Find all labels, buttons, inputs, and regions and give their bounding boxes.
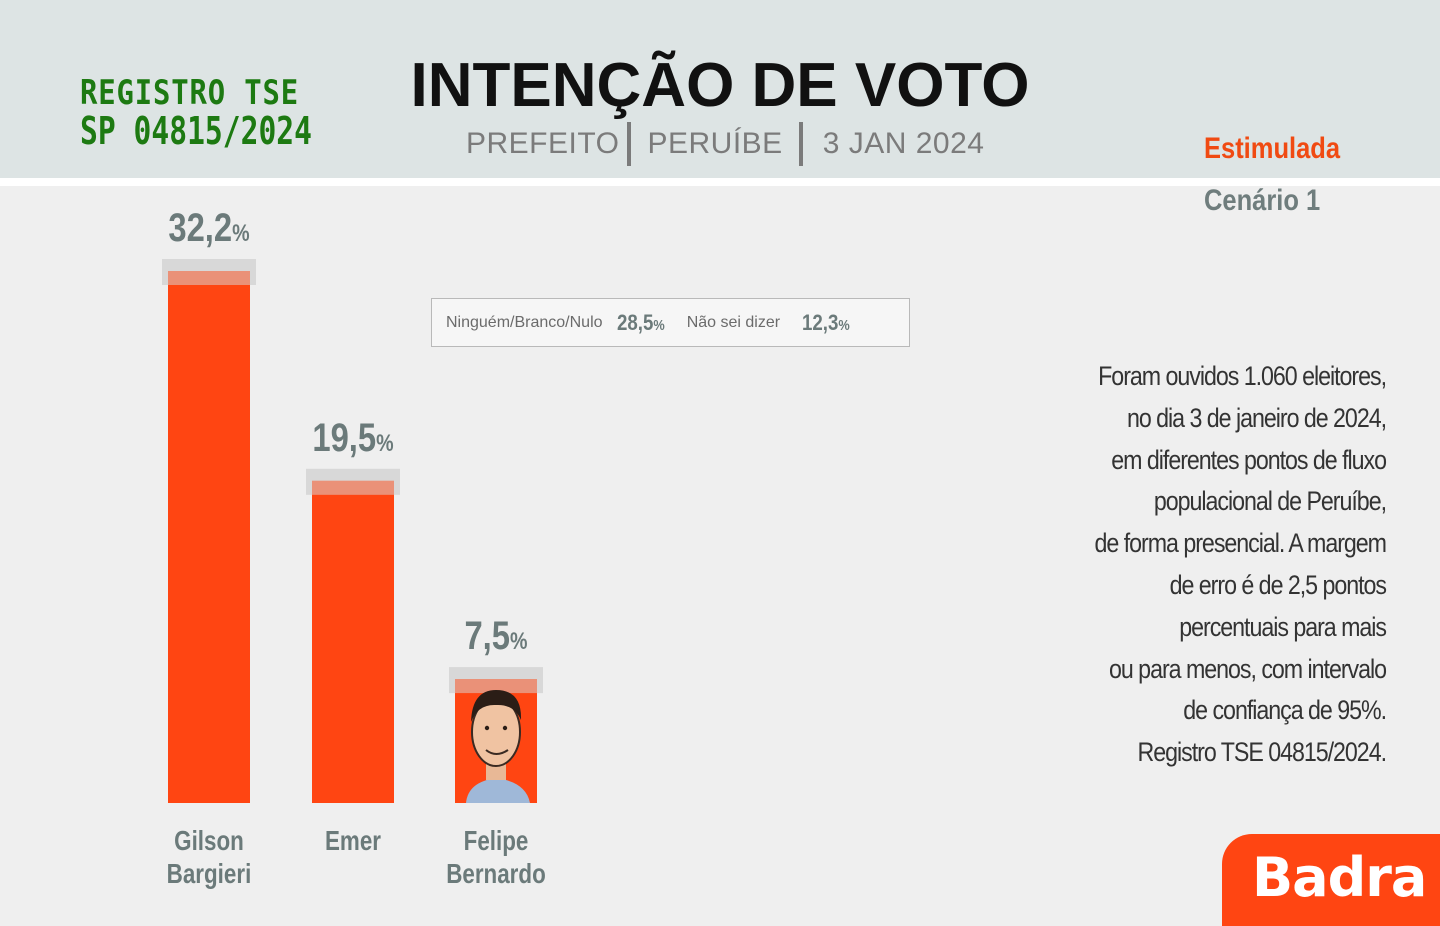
page-title: INTENÇÃO DE VOTO bbox=[410, 51, 1030, 120]
bar-cap-overlap bbox=[312, 480, 394, 495]
data-label-value: 19,5 bbox=[312, 415, 376, 460]
none-value: 28,5% bbox=[617, 310, 665, 336]
data-label-unit: % bbox=[376, 429, 394, 456]
portrait-neck bbox=[486, 762, 506, 780]
note-line: de confiança de 95%. bbox=[1183, 695, 1387, 726]
others-summary-box: Ninguém/Branco/Nulo 28,5% Não sei dizer … bbox=[431, 298, 910, 347]
note-line: em diferentes pontos de fluxo bbox=[1111, 444, 1387, 475]
stamp-line-1: REGISTRO TSE bbox=[80, 73, 299, 113]
data-label-value: 7,5 bbox=[464, 613, 510, 658]
tse-registration-stamp: REGISTRO TSE SP 04815/2024 bbox=[80, 73, 377, 153]
header-divider bbox=[0, 178, 1440, 186]
bar bbox=[168, 271, 250, 803]
data-label-unit: % bbox=[510, 627, 528, 654]
category-label: Bernardo bbox=[446, 859, 546, 890]
category-label: Bargieri bbox=[167, 859, 252, 890]
scenario-name: Cenário 1 bbox=[1204, 184, 1321, 217]
none-label: Ninguém/Branco/Nulo bbox=[446, 313, 603, 331]
none-value-pct: % bbox=[652, 316, 665, 334]
badra-logo-text: Badra bbox=[1252, 846, 1427, 909]
data-label: 19,5% bbox=[312, 415, 393, 460]
stamp-line-2: SP 04815/2024 bbox=[80, 108, 312, 153]
none-value-number: 28,5 bbox=[616, 309, 653, 335]
category-label: Emer bbox=[325, 826, 381, 857]
subtitle-office: PREFEITO bbox=[466, 127, 620, 160]
dontknow-value: 12,3% bbox=[802, 310, 850, 336]
methodology-note: Foram ouvidos 1.060 eleitores, no dia 3 … bbox=[1076, 356, 1388, 774]
category-label: Gilson bbox=[174, 826, 244, 857]
note-line: populacional de Peruíbe, bbox=[1153, 486, 1387, 517]
portrait-smile bbox=[485, 749, 509, 755]
bar bbox=[312, 480, 394, 803]
subtitle-separator bbox=[798, 122, 803, 166]
note-line: no dia 3 de janeiro de 2024, bbox=[1126, 402, 1387, 433]
subtitle-city: PERUÍBE bbox=[647, 127, 783, 160]
dontknow-label: Não sei dizer bbox=[686, 313, 781, 331]
data-label-value: 32,2 bbox=[168, 205, 232, 250]
dontknow-value-number: 12,3 bbox=[802, 309, 839, 335]
subtitle-date: 3 JAN 2024 bbox=[822, 127, 985, 160]
portrait-eye bbox=[502, 725, 508, 731]
portrait-hair bbox=[471, 690, 522, 722]
note-line: de forma presencial. A margem bbox=[1094, 528, 1387, 559]
category-label: Felipe bbox=[464, 826, 529, 857]
bar-cap-overlap bbox=[168, 271, 250, 285]
note-line: percentuais para mais bbox=[1179, 611, 1387, 642]
portrait-shirt bbox=[466, 778, 530, 803]
note-line: Registro TSE 04815/2024. bbox=[1137, 737, 1388, 768]
data-label-unit: % bbox=[232, 219, 250, 246]
data-label: 32,2% bbox=[168, 205, 249, 250]
badra-logo: Badra bbox=[1222, 834, 1440, 926]
candidate-portrait bbox=[466, 690, 530, 803]
dontknow-value-pct: % bbox=[838, 316, 850, 334]
bar-cap-overlap bbox=[455, 679, 537, 694]
note-line: de erro é de 2,5 pontos bbox=[1169, 569, 1387, 600]
subtitle: PREFEITO PERUÍBE 3 JAN 2024 bbox=[466, 120, 984, 168]
note-line: ou para menos, com intervalo bbox=[1108, 653, 1387, 684]
header-band bbox=[0, 0, 1440, 178]
data-label: 7,5% bbox=[464, 613, 527, 658]
portrait-eye bbox=[484, 725, 490, 731]
scenario-type: Estimulada bbox=[1204, 132, 1341, 165]
note-line: Foram ouvidos 1.060 eleitores, bbox=[1098, 361, 1387, 391]
subtitle-separator bbox=[627, 122, 632, 166]
